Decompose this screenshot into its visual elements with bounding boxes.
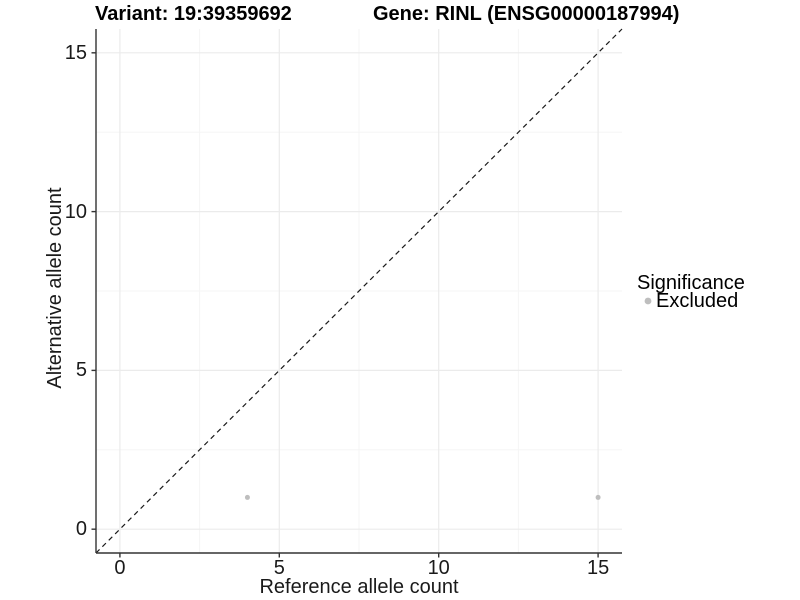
identity-line xyxy=(95,28,623,554)
y-tick-label: 5 xyxy=(75,359,87,382)
legend-key-dot xyxy=(644,297,652,305)
x-tick-label: 5 xyxy=(273,557,285,579)
legend-title: Significance xyxy=(637,272,745,294)
y-tick-label: 15 xyxy=(64,41,87,64)
chart-title-variant: Variant: 19:39359692 xyxy=(95,3,292,25)
x-tick-label: 15 xyxy=(586,557,610,579)
legend-item-label: Excluded xyxy=(656,290,739,312)
x-tick-label: 10 xyxy=(427,557,450,579)
chart-title-gene: Gene: RINL (ENSG00000187994) xyxy=(373,3,680,25)
x-tick-label: 0 xyxy=(114,557,126,579)
y-tick-label: 0 xyxy=(75,518,87,541)
data-point xyxy=(595,494,601,500)
x-axis-title: Reference allele count xyxy=(259,576,459,598)
data-point xyxy=(244,494,250,500)
y-tick-label: 10 xyxy=(64,200,87,223)
